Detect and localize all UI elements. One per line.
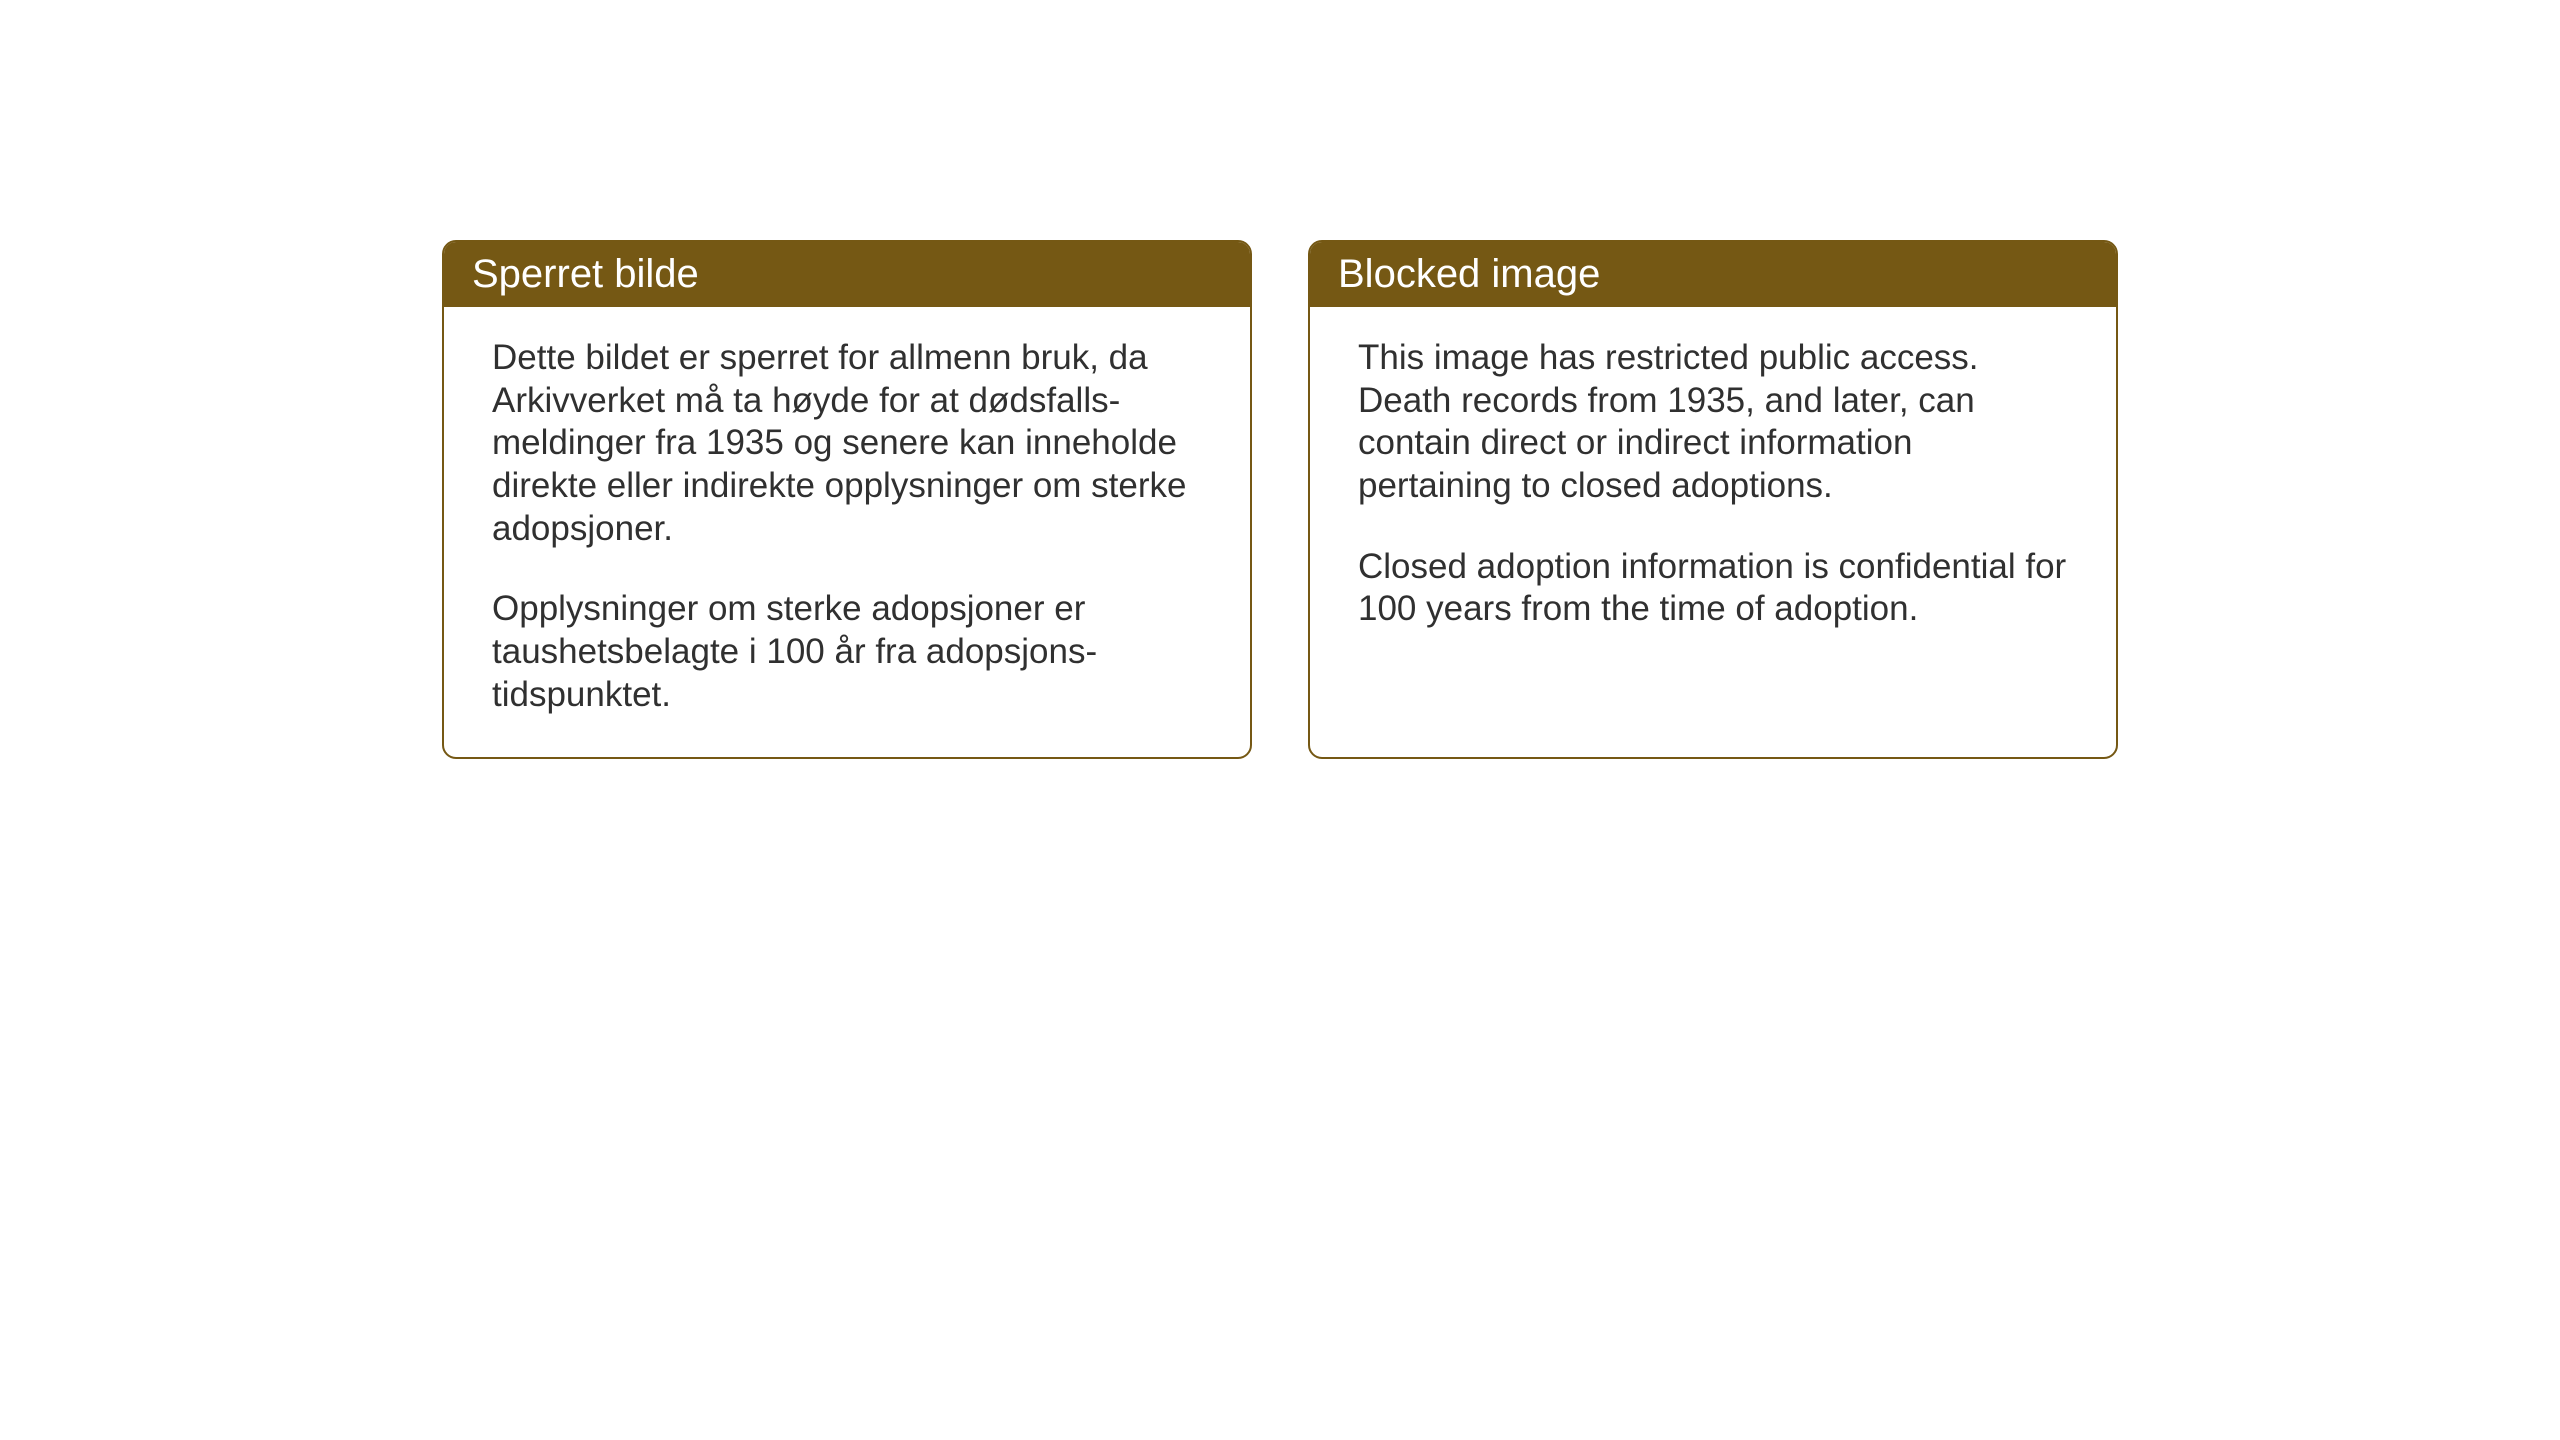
norwegian-paragraph-1: Dette bildet er sperret for allmenn bruk…	[492, 337, 1202, 550]
norwegian-card-body: Dette bildet er sperret for allmenn bruk…	[444, 307, 1250, 757]
english-card-title: Blocked image	[1338, 252, 1600, 296]
norwegian-card-header: Sperret bilde	[444, 242, 1250, 307]
english-notice-card: Blocked image This image has restricted …	[1308, 240, 2118, 759]
english-paragraph-1: This image has restricted public access.…	[1358, 337, 2068, 508]
english-paragraph-2: Closed adoption information is confident…	[1358, 546, 2068, 631]
english-card-header: Blocked image	[1310, 242, 2116, 307]
norwegian-paragraph-2: Opplysninger om sterke adopsjoner er tau…	[492, 588, 1202, 716]
norwegian-notice-card: Sperret bilde Dette bildet er sperret fo…	[442, 240, 1252, 759]
english-card-body: This image has restricted public access.…	[1310, 307, 2116, 757]
norwegian-card-title: Sperret bilde	[472, 252, 699, 296]
notice-container: Sperret bilde Dette bildet er sperret fo…	[442, 240, 2118, 759]
